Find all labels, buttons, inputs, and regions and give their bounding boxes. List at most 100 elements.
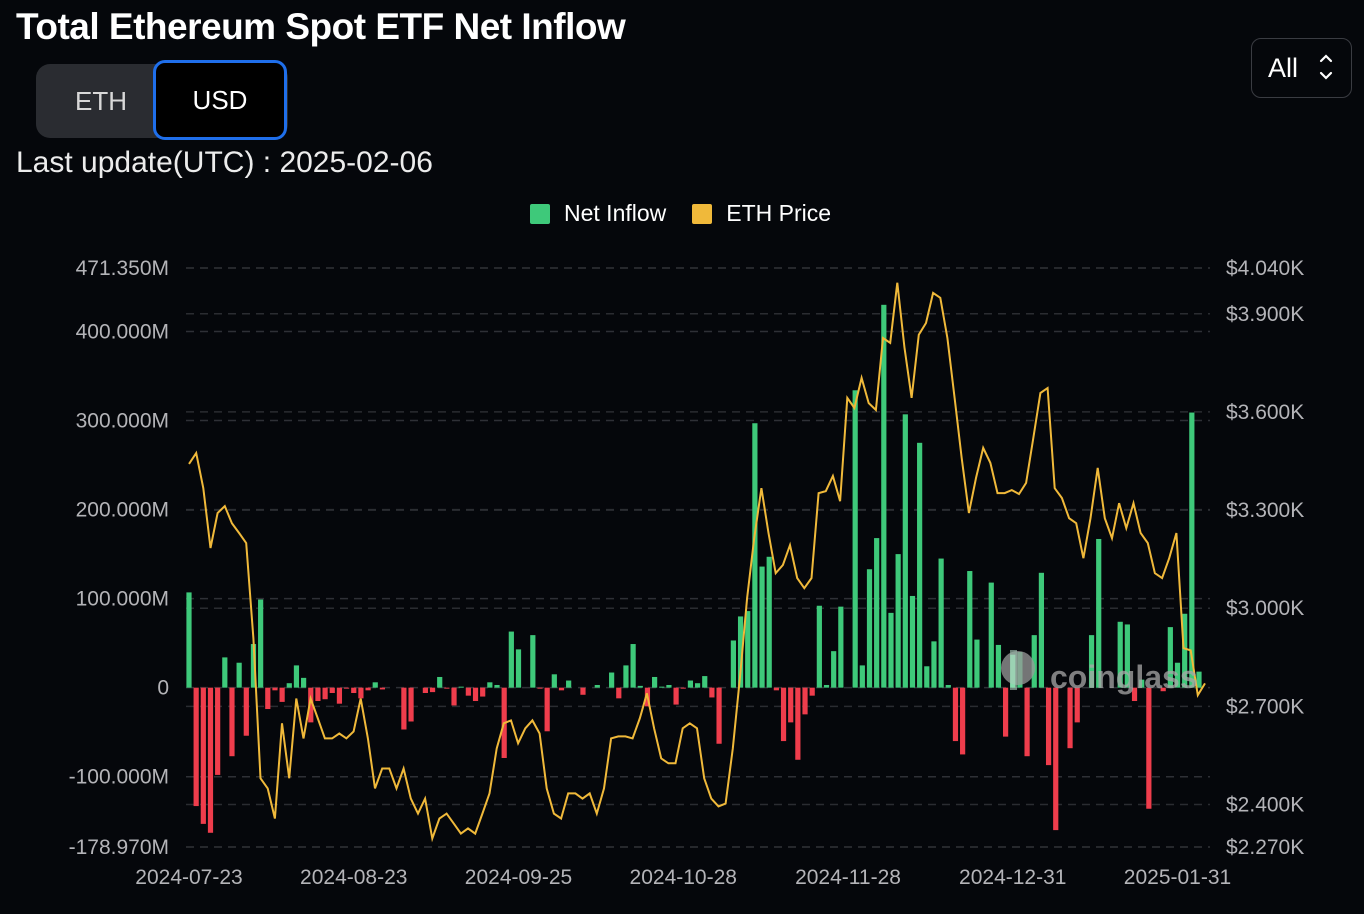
outflow-bar[interactable] (322, 687, 328, 700)
inflow-bar[interactable] (967, 571, 973, 688)
outflow-bar[interactable] (200, 687, 206, 824)
inflow-bar[interactable] (866, 569, 873, 688)
inflow-bar[interactable] (494, 684, 500, 688)
inflow-bar[interactable] (752, 423, 758, 688)
outflow-bar[interactable] (1146, 687, 1152, 809)
inflow-bar[interactable] (766, 556, 772, 688)
inflow-bar[interactable] (1031, 635, 1037, 688)
outflow-bar[interactable] (544, 687, 550, 732)
inflow-bar[interactable] (508, 631, 514, 688)
inflow-bar[interactable] (286, 683, 292, 688)
inflow-bar[interactable] (1096, 538, 1102, 688)
outflow-bar[interactable] (451, 687, 457, 706)
outflow-bar[interactable] (558, 687, 565, 691)
inflow-bar[interactable] (974, 639, 980, 688)
inflow-bar[interactable] (659, 686, 665, 688)
inflow-bar[interactable] (1139, 679, 1145, 688)
outflow-bar[interactable] (308, 687, 314, 723)
outflow-bar[interactable] (358, 687, 364, 699)
outflow-bar[interactable] (429, 687, 436, 693)
outflow-bar[interactable] (480, 687, 486, 697)
inflow-bar[interactable] (652, 676, 658, 688)
inflow-bar[interactable] (737, 616, 744, 688)
inflow-bar[interactable] (902, 414, 908, 688)
outflow-bar[interactable] (802, 687, 808, 715)
inflow-bar[interactable] (458, 686, 464, 688)
inflow-bar[interactable] (838, 606, 844, 688)
inflow-bar[interactable] (515, 649, 522, 688)
outflow-bar[interactable] (365, 687, 371, 691)
inflow-bar[interactable] (1174, 662, 1181, 688)
outflow-bar[interactable] (193, 687, 199, 807)
inflow-bar[interactable] (437, 676, 443, 688)
inflow-bar[interactable] (609, 672, 615, 688)
inflow-bar[interactable] (945, 684, 951, 688)
inflow-bar[interactable] (1189, 412, 1195, 688)
inflow-bar[interactable] (1038, 572, 1045, 688)
inflow-bar[interactable] (372, 682, 378, 688)
outflow-bar[interactable] (795, 687, 801, 760)
inflow-bar[interactable] (530, 635, 536, 688)
inflow-bar[interactable] (186, 592, 192, 688)
inflow-bar[interactable] (730, 640, 736, 688)
inflow-bar[interactable] (924, 666, 930, 688)
inflow-bar[interactable] (995, 644, 1002, 688)
inflow-bar[interactable] (258, 599, 264, 688)
inflow-bar[interactable] (859, 665, 865, 688)
outflow-bar[interactable] (465, 687, 471, 696)
outflow-bar[interactable] (279, 687, 285, 702)
inflow-bar[interactable] (250, 644, 257, 688)
inflow-bar[interactable] (917, 442, 923, 688)
outflow-bar[interactable] (616, 687, 622, 699)
inflow-bar[interactable] (623, 665, 629, 688)
outflow-bar[interactable] (265, 687, 271, 710)
inflow-bar[interactable] (874, 538, 880, 688)
inflow-bar[interactable] (931, 641, 937, 688)
outflow-bar[interactable] (673, 687, 679, 705)
outflow-bar[interactable] (272, 687, 278, 691)
inflow-bar[interactable] (551, 674, 557, 688)
outflow-bar[interactable] (1067, 687, 1073, 749)
inflow-bar[interactable] (1182, 613, 1188, 688)
inflow-bar[interactable] (852, 390, 858, 688)
inflow-bar[interactable] (881, 304, 887, 688)
outflow-bar[interactable] (537, 687, 543, 689)
outflow-bar[interactable] (960, 687, 966, 755)
inflow-bar[interactable] (666, 684, 672, 688)
outflow-bar[interactable] (709, 687, 715, 698)
outflow-bar[interactable] (1024, 687, 1030, 757)
outflow-bar[interactable] (401, 687, 407, 730)
inflow-bar[interactable] (888, 612, 894, 688)
inflow-bar[interactable] (687, 680, 694, 688)
inflow-bar[interactable] (895, 554, 901, 688)
outflow-bar[interactable] (379, 687, 386, 690)
outflow-bar[interactable] (1131, 687, 1138, 702)
inflow-bar[interactable] (938, 558, 944, 688)
outflow-bar[interactable] (444, 687, 450, 689)
outflow-bar[interactable] (329, 687, 335, 693)
inflow-bar[interactable] (823, 684, 830, 688)
outflow-bar[interactable] (243, 687, 249, 736)
inflow-bar[interactable] (301, 677, 307, 688)
inflow-bar[interactable] (759, 566, 765, 688)
inflow-bar[interactable] (637, 685, 643, 688)
inflow-bar[interactable] (1167, 627, 1173, 688)
outflow-bar[interactable] (315, 687, 321, 702)
inflow-bar[interactable] (1117, 621, 1123, 688)
toggle-usd[interactable]: USD (153, 60, 287, 140)
inflow-bar[interactable] (222, 657, 228, 688)
outflow-bar[interactable] (1002, 687, 1009, 737)
outflow-bar[interactable] (952, 687, 959, 742)
inflow-bar[interactable] (236, 662, 242, 688)
inflow-bar[interactable] (831, 651, 837, 688)
outflow-bar[interactable] (336, 687, 343, 704)
outflow-bar[interactable] (229, 687, 235, 757)
legend-net-inflow[interactable]: Net Inflow (530, 200, 666, 227)
outflow-bar[interactable] (408, 687, 414, 722)
outflow-bar[interactable] (809, 687, 815, 696)
outflow-bar[interactable] (1074, 687, 1080, 723)
inflow-bar[interactable] (702, 676, 708, 688)
outflow-bar[interactable] (580, 687, 586, 695)
outflow-bar[interactable] (788, 687, 794, 723)
inflow-bar[interactable] (909, 595, 916, 688)
